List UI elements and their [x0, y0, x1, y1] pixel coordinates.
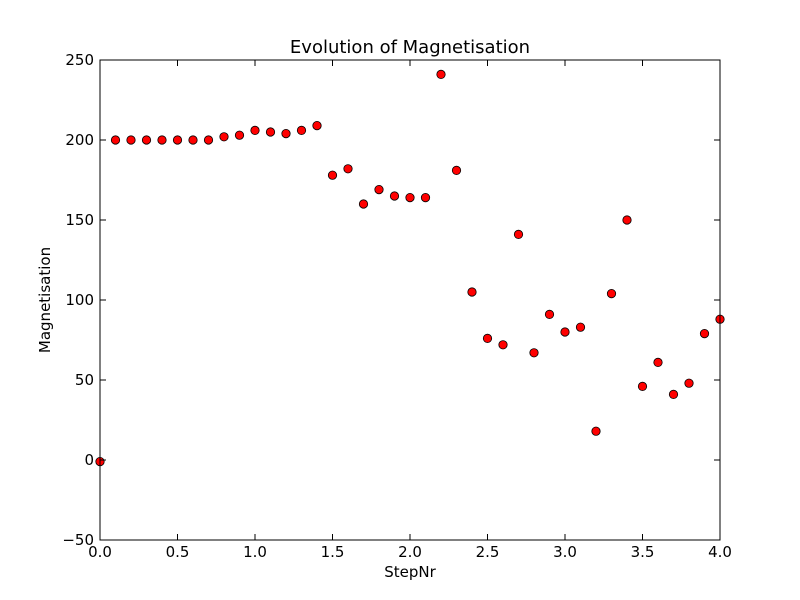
data-point — [188, 135, 198, 145]
data-point — [498, 340, 508, 350]
data-point — [529, 348, 539, 358]
data-point — [157, 135, 167, 145]
data-point — [699, 328, 710, 339]
data-point — [513, 229, 524, 239]
data-point — [265, 127, 276, 137]
data-point — [606, 288, 617, 299]
data-point — [250, 125, 260, 135]
y-tick-label: 0 — [84, 451, 94, 469]
axis-ticks: 0.0 0.5 1.0 1.5 2.0 2.5 3.0 3.5 4.0 −50 0 50 100 150 2… — [62, 51, 732, 561]
data-point — [219, 132, 229, 142]
data-point — [343, 164, 353, 174]
data-point — [622, 215, 632, 225]
data-point — [141, 135, 152, 145]
data-point — [482, 333, 493, 343]
data-point — [296, 125, 307, 135]
data-point — [467, 287, 477, 297]
data-points — [95, 69, 725, 467]
data-point — [451, 165, 462, 175]
y-axis-label: Magnetisation — [36, 247, 54, 353]
data-point — [358, 199, 369, 209]
data-point — [312, 121, 322, 131]
x-tick-label: 0.5 — [166, 543, 190, 561]
x-tick-label: 1.0 — [243, 543, 267, 561]
data-point — [575, 322, 586, 332]
data-point — [436, 69, 446, 80]
data-point — [405, 193, 415, 203]
data-point — [126, 135, 136, 145]
data-point — [110, 135, 121, 145]
x-tick-label: 3.0 — [553, 543, 577, 561]
data-point — [653, 357, 663, 367]
data-point — [637, 381, 648, 391]
x-tick-label: 1.5 — [321, 543, 345, 561]
data-point — [668, 389, 679, 399]
y-tick-label: 200 — [65, 131, 94, 149]
data-point — [420, 193, 431, 203]
chart-title: Evolution of Magnetisation — [290, 37, 530, 58]
y-tick-label: 150 — [65, 211, 94, 229]
x-tick-label: 2.0 — [398, 543, 422, 561]
x-tick-label: 3.5 — [631, 543, 655, 561]
data-point — [203, 135, 214, 145]
y-tick-label: 250 — [65, 51, 94, 69]
data-point — [327, 170, 338, 180]
data-point — [374, 185, 384, 195]
data-point — [389, 191, 400, 201]
data-point — [281, 129, 291, 139]
data-point — [172, 135, 183, 145]
data-point — [560, 327, 570, 337]
data-point — [544, 309, 555, 319]
x-tick-label: 0.0 — [88, 543, 112, 561]
y-tick-label: −50 — [62, 531, 94, 549]
x-axis-label: StepNr — [384, 563, 436, 581]
data-point — [234, 130, 245, 140]
x-tick-label: 2.5 — [476, 543, 500, 561]
x-tick-label: 4.0 — [708, 543, 732, 561]
data-point — [591, 426, 601, 436]
y-tick-label: 50 — [75, 371, 94, 389]
y-tick-label: 100 — [65, 291, 94, 309]
data-point — [684, 378, 694, 388]
